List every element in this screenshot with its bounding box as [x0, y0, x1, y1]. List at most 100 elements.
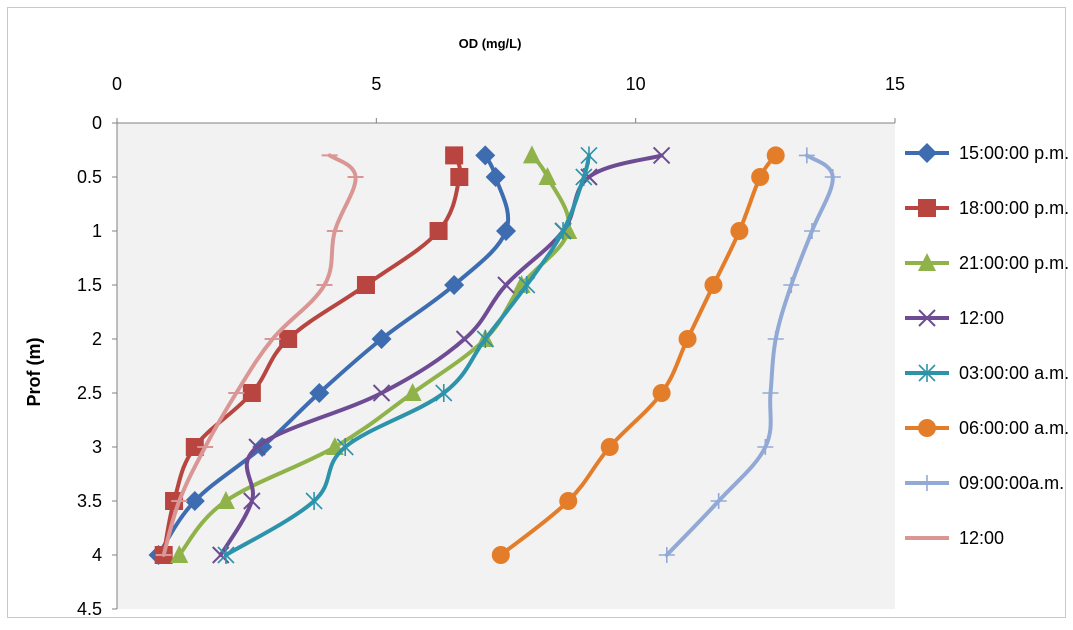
y-tick-label: 3	[92, 437, 102, 457]
legend-marker-stroke	[918, 309, 936, 327]
y-tick-label: 4	[92, 545, 102, 565]
data-point-marker	[652, 384, 671, 402]
legend-marker	[918, 253, 936, 271]
data-point-marker	[309, 383, 330, 403]
data-point-marker	[751, 168, 770, 186]
data-point-marker	[242, 384, 261, 402]
data-point-marker	[538, 167, 557, 185]
legend-label: 09:00:00a.m.	[959, 473, 1064, 493]
data-point-marker-stroke	[652, 146, 671, 165]
y-tick-label: 0	[92, 113, 102, 133]
data-point-marker-stroke	[248, 438, 266, 456]
data-point-marker	[371, 329, 392, 349]
data-point-marker	[766, 146, 785, 165]
data-point-marker	[217, 546, 235, 564]
series-layer	[148, 145, 841, 565]
data-point-marker	[522, 145, 541, 164]
x-tick-label: 5	[371, 74, 381, 94]
data-point-marker	[170, 545, 189, 563]
series-1	[148, 145, 516, 565]
legend: 15:00:00 p.m. 18:00:00 p.m. 21:00:00 p.m. 1…	[905, 143, 1069, 548]
data-point-marker	[804, 223, 821, 239]
y-tick-label: 2.5	[77, 383, 102, 403]
data-point-marker	[305, 492, 323, 510]
x-axis-title: OD (mg/L)	[459, 36, 522, 51]
data-point-marker	[762, 385, 779, 401]
data-point-marker	[518, 276, 536, 294]
data-point-marker	[475, 145, 496, 166]
legend-marker	[919, 475, 935, 491]
data-point-marker	[216, 491, 235, 509]
data-point-marker	[824, 169, 841, 185]
data-point-marker	[783, 277, 800, 293]
legend-marker	[918, 309, 936, 327]
y-axis-title: Prof (m)	[24, 338, 44, 407]
data-point-marker	[491, 546, 510, 564]
series-6	[491, 146, 785, 564]
x-tick-label: 15	[885, 74, 905, 94]
legend-label: 15:00:00 p.m.	[959, 143, 1069, 163]
legend-label: 18:00:00 p.m.	[959, 198, 1069, 218]
data-point-marker	[184, 491, 205, 511]
legend-marker	[918, 199, 936, 217]
data-point-marker	[580, 146, 598, 165]
y-tick-label: 0.5	[77, 167, 102, 187]
data-point-marker	[455, 330, 474, 348]
legend-marker	[918, 419, 936, 437]
data-point-marker	[445, 146, 464, 165]
y-tick-label: 1.5	[77, 275, 102, 295]
data-point-marker	[356, 276, 375, 294]
legend-entry: 15:00:00 p.m.	[905, 143, 1069, 163]
data-point-marker	[704, 276, 723, 294]
x-tick-label: 10	[626, 74, 646, 94]
data-point-marker-stroke	[455, 330, 474, 348]
legend-entry: 03:00:00 a.m.	[905, 363, 1069, 383]
y-tick-label: 3.5	[77, 491, 102, 511]
data-point-marker	[372, 384, 391, 402]
legend-entry: 12:00	[905, 308, 1004, 328]
legend-marker	[918, 364, 936, 382]
legend-label: 12:00	[959, 528, 1004, 548]
axes: 0 5 10 15 0 0.5 1 1.5 2 2.5 3 3.5 4 4.5	[77, 74, 905, 619]
legend-entry: 12:00	[905, 528, 1004, 548]
series-8	[155, 153, 364, 557]
data-point-marker	[559, 492, 578, 510]
data-point-marker	[185, 438, 204, 456]
legend-marker	[917, 143, 937, 163]
data-point-marker	[476, 330, 494, 348]
y-tick-label: 1	[92, 221, 102, 241]
data-point-marker-stroke	[497, 276, 515, 294]
y-tick-label: 4.5	[77, 599, 102, 619]
data-point-marker	[429, 222, 448, 240]
legend-label: 12:00	[959, 308, 1004, 328]
series-5	[217, 146, 598, 564]
data-point-marker	[279, 330, 298, 348]
y-tick-label: 2	[92, 329, 102, 349]
data-point-marker	[575, 168, 593, 186]
data-point-marker	[710, 493, 727, 509]
data-point-marker	[336, 438, 354, 456]
legend-entry: 18:00:00 p.m.	[905, 198, 1069, 218]
series-7	[658, 147, 841, 563]
data-point-marker	[798, 147, 815, 164]
data-point-marker	[730, 222, 749, 240]
data-point-marker	[243, 492, 261, 510]
series-2	[154, 146, 469, 564]
legend-entry: 06:00:00 a.m.	[905, 418, 1069, 438]
data-point-marker	[658, 547, 675, 563]
data-point-marker	[450, 168, 469, 186]
data-point-marker	[485, 167, 506, 187]
data-point-marker-stroke	[243, 492, 261, 510]
data-point-marker	[403, 383, 422, 401]
legend-entry: 09:00:00a.m.	[905, 473, 1064, 493]
legend-label: 06:00:00 a.m.	[959, 418, 1069, 438]
data-point-marker	[444, 275, 465, 295]
x-tick-label: 0	[112, 74, 122, 94]
data-point-marker	[435, 384, 453, 402]
legend-entry: 21:00:00 p.m.	[905, 253, 1069, 273]
data-point-marker	[497, 276, 515, 294]
legend-label: 21:00:00 p.m.	[959, 253, 1069, 273]
data-point-marker-stroke	[372, 384, 391, 402]
data-point-marker	[600, 438, 619, 456]
